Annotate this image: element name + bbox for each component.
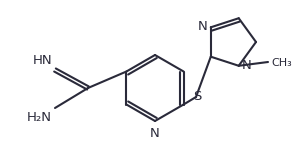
Text: H₂N: H₂N (27, 111, 52, 124)
Text: HN: HN (32, 54, 52, 67)
Text: N: N (150, 127, 160, 140)
Text: N: N (242, 59, 251, 72)
Text: N: N (198, 20, 208, 33)
Text: S: S (193, 91, 201, 103)
Text: CH₃: CH₃ (271, 58, 292, 68)
